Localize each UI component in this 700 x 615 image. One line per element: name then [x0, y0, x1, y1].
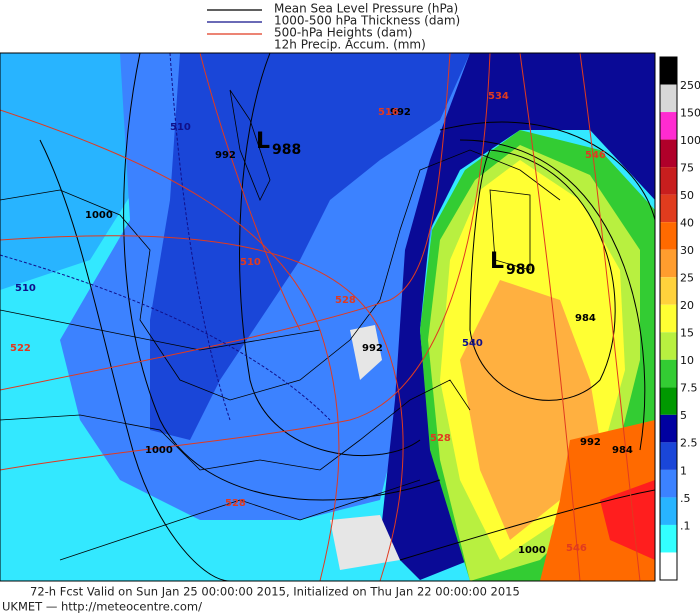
legend-text: Mean Sea Level Pressure (hPa) — [274, 2, 458, 16]
colorbar-label: 1 — [680, 464, 687, 477]
colorbar-swatch — [660, 414, 677, 443]
colorbar-swatch — [660, 57, 677, 85]
thickness-label: 510 — [15, 283, 36, 294]
thickness-label: 510 — [170, 122, 191, 133]
map: L 988 L 980 992 1000 992 992 984 992 100… — [0, 52, 656, 582]
isobar-label: 992 — [362, 343, 383, 354]
colorbar: 250 150 100 75 50 40 30 25 20 15 10 7.5 5 2.5 1 .5 .1 — [659, 56, 700, 581]
colorbar-swatch — [660, 497, 677, 525]
colorbar-swatch — [660, 249, 677, 278]
low-symbol: L — [256, 129, 270, 154]
colorbar-swatch — [660, 387, 677, 415]
height-label: 510 — [240, 257, 261, 268]
colorbar-label: 5 — [680, 409, 687, 422]
colorbar-swatch — [660, 552, 677, 580]
colorbar-label: 10 — [680, 354, 694, 367]
isobar-label: 1000 — [145, 445, 173, 456]
colorbar-label: 20 — [680, 299, 694, 312]
colorbar-swatch — [660, 277, 677, 305]
height-label: 534 — [488, 91, 509, 102]
low-symbol: L — [490, 249, 504, 274]
colorbar-swatch — [660, 304, 677, 333]
height-label: 528 — [430, 433, 451, 444]
colorbar-label: 25 — [680, 272, 694, 285]
colorbar-swatch — [660, 332, 677, 360]
colorbar-label: .5 — [680, 492, 691, 505]
colorbar-swatch — [660, 469, 677, 498]
isobar-label: 984 — [612, 445, 633, 456]
colorbar-label: 150 — [680, 106, 700, 119]
legend-text: 500-hPa Heights (dam) — [274, 26, 412, 40]
height-label: 516 — [378, 107, 399, 118]
colorbar-frame — [659, 56, 678, 581]
low-value: 988 — [272, 142, 301, 158]
isobar-label: 992 — [580, 437, 601, 448]
height-label: 546 — [585, 150, 606, 161]
colorbar-swatch — [660, 84, 677, 113]
colorbar-label: 15 — [680, 327, 694, 340]
height-label: 528 — [225, 498, 246, 509]
colorbar-label: 40 — [680, 217, 694, 230]
colorbar-label: 50 — [680, 189, 694, 202]
legend-text: 12h Precip. Accum. (mm) — [274, 38, 426, 52]
colorbar-label: 100 — [680, 134, 700, 147]
legend-text: 1000-500 hPa Thickness (dam) — [274, 14, 460, 28]
colorbar-swatch — [660, 112, 677, 140]
low-value: 980 — [506, 262, 535, 278]
colorbar-swatch — [660, 194, 677, 223]
colorbar-label: .1 — [680, 519, 691, 532]
footer-text: 72-h Fcst Valid on Sun Jan 25 00:00:00 2… — [30, 585, 520, 599]
colorbar-swatch — [660, 442, 677, 470]
isobar-label: 992 — [215, 150, 236, 161]
colorbar-swatch — [660, 524, 677, 553]
isobar-label: 992 — [390, 107, 411, 118]
isobar-label: 1000 — [518, 545, 546, 556]
isobar-label: 984 — [575, 313, 596, 324]
colorbar-label: 2.5 — [680, 437, 698, 450]
height-label: 522 — [10, 343, 31, 354]
thickness-label: 540 — [462, 338, 483, 349]
colorbar-label: 7.5 — [680, 382, 698, 395]
colorbar-swatch — [660, 139, 677, 168]
colorbar-label: 250 — [680, 79, 700, 92]
height-label: 528 — [335, 295, 356, 306]
height-label: 546 — [566, 543, 587, 554]
isobar-label: 1000 — [85, 210, 113, 221]
colorbar-label: 30 — [680, 244, 694, 257]
colorbar-swatch — [660, 222, 677, 250]
footer-text: UKMET — http://meteocentre.com/ — [2, 600, 202, 614]
colorbar-swatch — [660, 167, 677, 195]
colorbar-swatch — [660, 359, 677, 388]
colorbar-label: 75 — [680, 161, 694, 174]
